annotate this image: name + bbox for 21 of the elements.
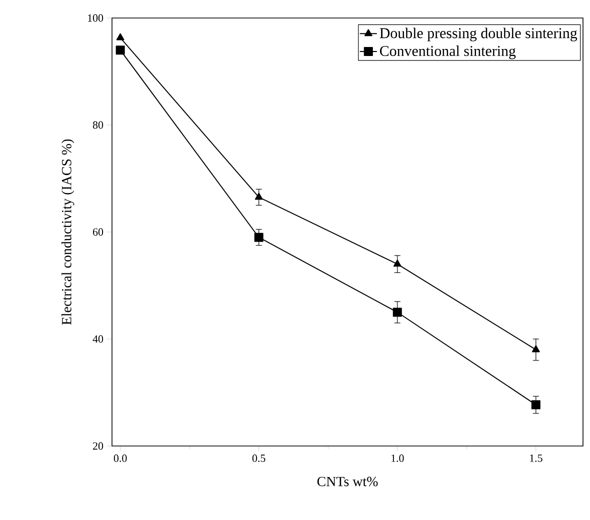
y-axis-title: Electrical conductivity (IACS %) <box>62 139 74 325</box>
y-tick-label: 20 <box>93 442 104 450</box>
point <box>393 260 402 267</box>
x-tick-label: 0.0 <box>114 454 127 462</box>
x-axis-title: CNTs wt% <box>317 476 378 486</box>
x-tick-label: 1.0 <box>391 454 404 462</box>
legend-label: Conventional sintering <box>380 46 516 60</box>
point <box>531 400 540 410</box>
y-tick-label: 40 <box>92 335 104 343</box>
x-tick-label: 0.5 <box>252 454 266 462</box>
point <box>254 232 264 242</box>
point <box>392 308 402 317</box>
point <box>116 46 125 55</box>
y-tick-label: 80 <box>92 121 104 129</box>
y-tick-label: 100 <box>88 14 104 22</box>
y-tick-label: 60 <box>92 228 104 236</box>
point <box>532 345 540 352</box>
legend-label: Double pressing double sintering <box>380 28 578 42</box>
point <box>116 33 124 40</box>
point <box>254 192 263 200</box>
x-tick-label: 1.5 <box>530 454 542 462</box>
